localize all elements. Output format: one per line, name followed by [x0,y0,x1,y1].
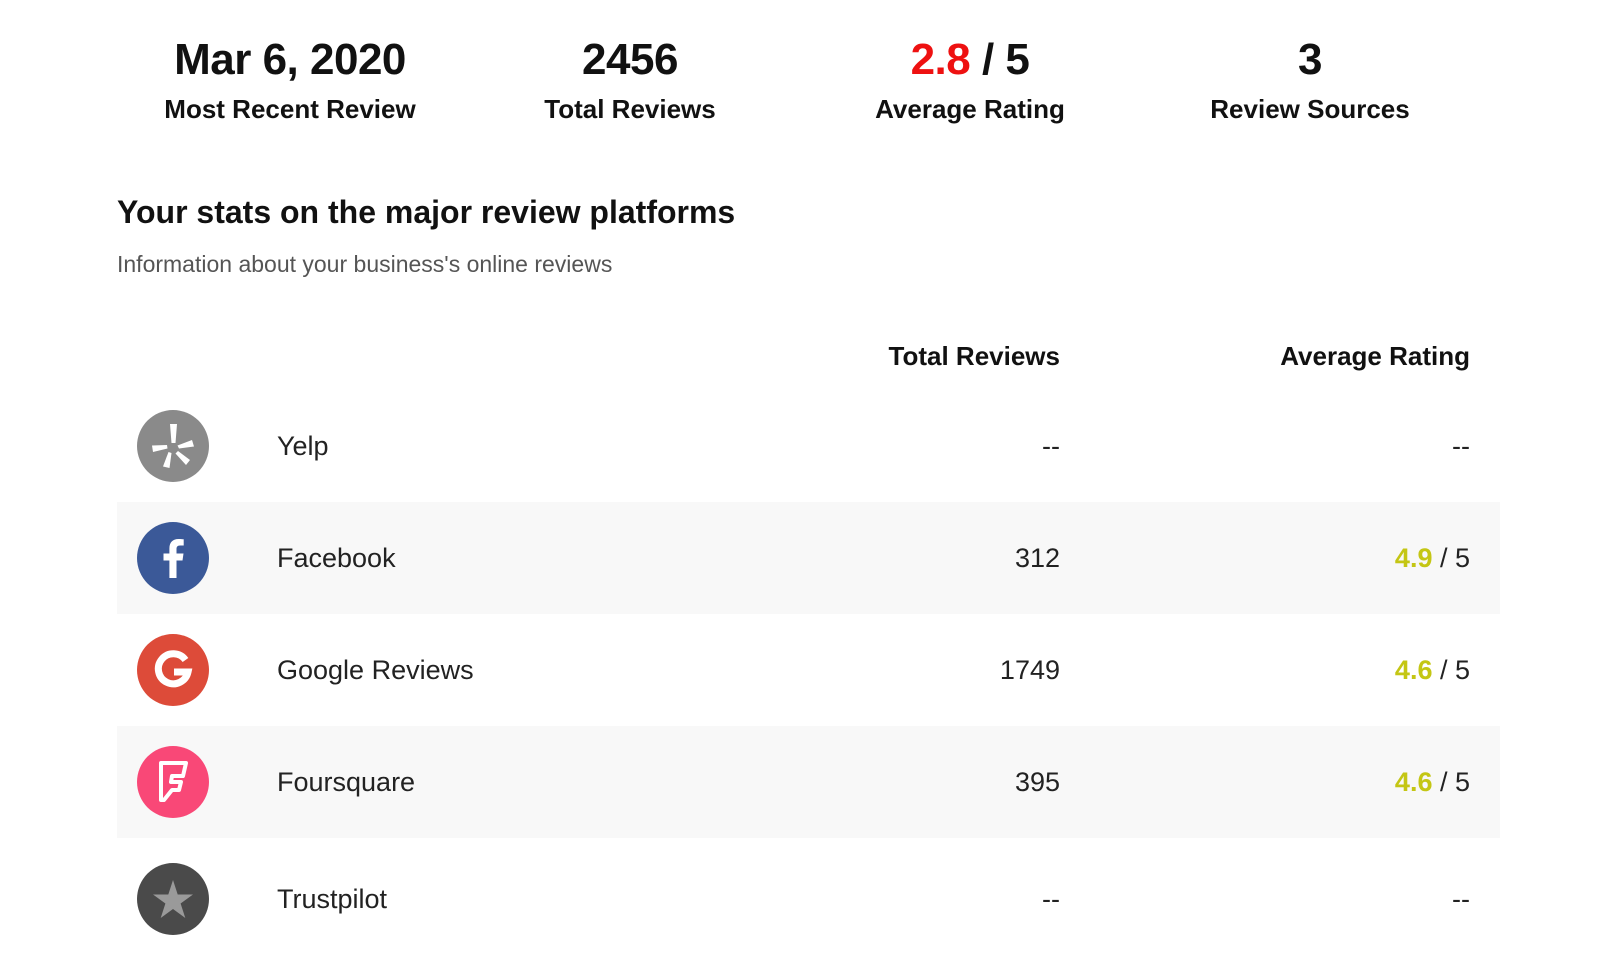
platform-name: Trustpilot [277,884,388,914]
table-row-trustpilot: Trustpilot -- -- [117,838,1500,962]
platform-name: Foursquare [277,767,416,797]
google-icon [137,634,209,706]
yelp-icon [137,410,209,482]
section-title: Your stats on the major review platforms [117,194,736,230]
total-reviews-cell: 1749 [999,655,1060,685]
platform-name: Yelp [277,431,329,461]
average-rating-label: Average Rating [875,94,1065,124]
platform-name: Facebook [277,543,396,573]
foursquare-icon [137,746,209,818]
summary-stats: Mar 6, 2020 Most Recent Review 2456 Tota… [120,30,1480,150]
rating-suffix: / 5 [1432,767,1470,797]
table-row-foursquare: Foursquare 395 4.6 / 5 [117,726,1500,838]
table-row-google-reviews: Google Reviews 1749 4.6 / 5 [117,614,1500,726]
average-rating-cell: 4.6 / 5 [1395,652,1470,688]
total-reviews-cell: 312 [1014,543,1060,573]
average-rating-cell: -- [1452,881,1470,917]
most-recent-review-label: Most Recent Review [164,94,416,124]
rating-value: 4.6 [1394,767,1433,797]
table-row-yelp: Yelp -- -- [117,390,1500,502]
total-reviews-cell: -- [1042,884,1060,914]
rating-suffix: -- [1452,431,1470,461]
table-row-facebook: Facebook 312 4.9 / 5 [117,502,1500,614]
table-body: Yelp -- -- Facebook 312 4.9 / 5 [117,390,1500,962]
stat-total-reviews: 2456 Total Reviews [460,30,800,126]
average-rating-suffix: / 5 [970,35,1030,84]
platform-name: Google Reviews [277,655,474,685]
total-reviews-label: Total Reviews [544,94,716,124]
trustpilot-star-icon [137,863,209,935]
rating-suffix: / 5 [1432,543,1470,573]
stat-most-recent-review: Mar 6, 2020 Most Recent Review [120,30,460,126]
rating-value: 4.6 [1394,655,1433,685]
total-reviews-value: 2456 [582,35,678,84]
rating-value: 4.9 [1394,543,1433,573]
average-rating-value-wrap: 2.8 / 5 [800,30,1140,90]
review-sources-value: 3 [1298,35,1322,84]
most-recent-review-value: Mar 6, 2020 [174,35,406,84]
average-rating-cell: 4.6 / 5 [1395,764,1470,800]
total-reviews-cell: 395 [1014,767,1060,797]
section-subtitle: Information about your business's online… [117,251,613,277]
rating-suffix: / 5 [1432,655,1470,685]
column-header-average-rating: Average Rating [1280,341,1470,371]
facebook-icon [137,522,209,594]
stat-average-rating: 2.8 / 5 Average Rating [800,30,1140,126]
rating-suffix: -- [1452,884,1470,914]
platform-stats-table: Total Reviews Average Rating [117,330,1500,935]
average-rating-cell: 4.9 / 5 [1395,540,1470,576]
review-sources-label: Review Sources [1210,94,1410,124]
table-header: Total Reviews Average Rating [117,330,1500,390]
column-header-total-reviews: Total Reviews [888,341,1060,371]
average-rating-cell: -- [1452,428,1470,464]
total-reviews-cell: -- [1042,431,1060,461]
stat-review-sources: 3 Review Sources [1140,30,1480,126]
average-rating-value: 2.8 [910,35,971,84]
